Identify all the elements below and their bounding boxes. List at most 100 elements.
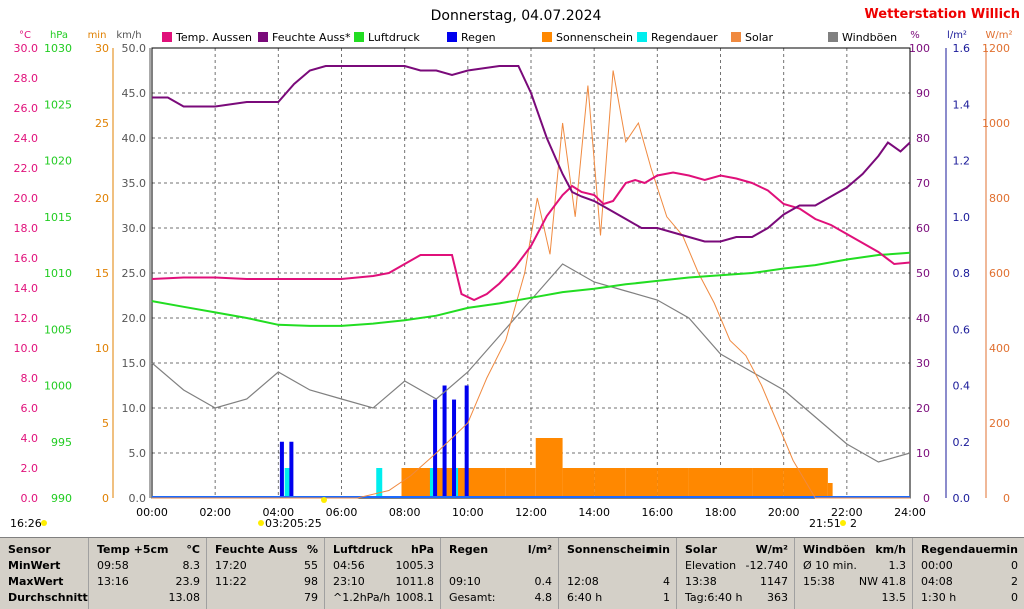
min-tick-label: 30 bbox=[95, 42, 109, 55]
stats-label-column: Sensor MinWert MaxWert Durchschnitt bbox=[0, 538, 88, 609]
stats-section: Windböen km/h Ø 10 min. 1.3 15:38 NW 41.8 13.5 bbox=[794, 538, 912, 609]
stats-row: Ø 10 min. 1.3 bbox=[795, 559, 912, 575]
regendauer-bar bbox=[284, 468, 291, 498]
stats-value: 1.3 bbox=[888, 559, 907, 572]
x-tick-label: 00:00 bbox=[136, 506, 168, 519]
unit-temp: °C bbox=[19, 30, 31, 41]
stats-time: 13:38 bbox=[685, 575, 717, 588]
sunset-time: 21:51 bbox=[809, 517, 841, 530]
regen-bar bbox=[464, 385, 469, 498]
min-tick-label: 15 bbox=[95, 267, 109, 280]
lm2-tick-label: 0.2 bbox=[953, 436, 971, 449]
stats-time: Gesamt: bbox=[449, 591, 496, 604]
pct-tick-label: 10 bbox=[916, 447, 930, 460]
pct-tick-label: 50 bbox=[916, 267, 930, 280]
legend-entry: Feuchte Auss* bbox=[272, 31, 351, 44]
stats-time: 23:10 bbox=[333, 575, 365, 588]
stats-row: 6:40 h 1 bbox=[559, 591, 676, 607]
hpa-tick-label: 1000 bbox=[44, 380, 72, 393]
lm2-tick-label: 1.6 bbox=[953, 42, 971, 55]
stats-section-title: Regen bbox=[449, 543, 489, 556]
x-tick-label: 12:00 bbox=[515, 506, 547, 519]
stats-time: 12:08 bbox=[567, 575, 599, 588]
stats-time: Ø 10 min. bbox=[803, 559, 857, 572]
moon-icon bbox=[840, 520, 846, 526]
x-tick-label: 10:00 bbox=[452, 506, 484, 519]
lm2-tick-label: 1.0 bbox=[953, 211, 971, 224]
wm2-tick-label: 600 bbox=[989, 267, 1010, 280]
lm2-tick-label: 0.8 bbox=[953, 267, 971, 280]
pct-tick-label: 90 bbox=[916, 87, 930, 100]
station-name: Wetterstation Willich bbox=[864, 7, 1020, 22]
kmh-tick-label: 15.0 bbox=[122, 357, 147, 370]
bar-layer bbox=[152, 385, 910, 498]
stats-value: 4 bbox=[663, 575, 670, 588]
wm2-tick-label: 800 bbox=[989, 192, 1010, 205]
stats-value: 1008.1 bbox=[395, 591, 435, 604]
wm2-tick-label: 1200 bbox=[982, 42, 1010, 55]
legend-entry: Temp. Aussen bbox=[175, 31, 252, 44]
min-tick-label: 5 bbox=[102, 417, 109, 430]
hpa-tick-label: 995 bbox=[51, 436, 72, 449]
sonnenschein-bar bbox=[625, 468, 658, 498]
sun-icon bbox=[321, 497, 327, 503]
temp-tick-label: 16.0 bbox=[14, 252, 39, 265]
stats-avg-label: Durchschnitt bbox=[8, 591, 88, 604]
sun-icon bbox=[41, 520, 47, 526]
x-tick-label: 14:00 bbox=[578, 506, 610, 519]
sonnenschein-bar bbox=[562, 468, 595, 498]
stats-row: 1:30 h 0 bbox=[913, 591, 1024, 607]
lm2-tick-label: 1.2 bbox=[953, 155, 971, 168]
stats-time: Tag:6:40 h bbox=[685, 591, 743, 604]
min-tick-label: 25 bbox=[95, 117, 109, 130]
stats-section-unit: W/m² bbox=[755, 543, 788, 556]
temp-tick-label: 24.0 bbox=[14, 132, 39, 145]
temp-tick-label: 18.0 bbox=[14, 222, 39, 235]
stats-section-title: Windböen bbox=[803, 543, 866, 556]
solar-line bbox=[152, 70, 910, 499]
stats-time: 04:56 bbox=[333, 559, 365, 572]
legend-swatch bbox=[542, 32, 552, 42]
stats-value: 1011.8 bbox=[395, 575, 435, 588]
stats-row: Luftdruck hPa bbox=[325, 543, 440, 559]
windboeen-line bbox=[151, 263, 911, 463]
sonnenschein-bar bbox=[752, 468, 784, 498]
stats-section: Feuchte Auss% 17:20 55 11:22 98 79 bbox=[206, 538, 324, 609]
temp-tick-label: 28.0 bbox=[14, 72, 39, 85]
hpa-tick-label: 990 bbox=[51, 492, 72, 505]
legend-entry: Luftdruck bbox=[368, 31, 420, 44]
temp-tick-label: 0.0 bbox=[21, 492, 39, 505]
legend-swatch bbox=[162, 32, 172, 42]
kmh-tick-label: 50.0 bbox=[122, 42, 147, 55]
temp-line bbox=[151, 171, 911, 302]
stats-section-title: Sonnenschein bbox=[567, 543, 654, 556]
sun-icon bbox=[258, 520, 264, 526]
stats-row: 13:38 1147 bbox=[677, 575, 794, 591]
marker-c: 2 bbox=[850, 517, 857, 530]
stats-row: 13.5 bbox=[795, 591, 912, 607]
stats-time: 09:58 bbox=[97, 559, 129, 572]
kmh-tick-label: 0.0 bbox=[129, 492, 147, 505]
legend-swatch bbox=[258, 32, 268, 42]
stats-section-title: Solar bbox=[685, 543, 718, 556]
temp-tick-label: 22.0 bbox=[14, 162, 39, 175]
stats-time: 15:38 bbox=[803, 575, 835, 588]
x-tick-label: 24:00 bbox=[894, 506, 926, 519]
stats-time: ^1.2hPa/h bbox=[333, 591, 391, 604]
x-tick-label: 04:00 bbox=[262, 506, 294, 519]
sonnenschein-bar bbox=[657, 468, 689, 498]
wm2-tick-label: 0 bbox=[1003, 492, 1010, 505]
stats-value: 55 bbox=[304, 559, 318, 572]
unit-kmh: km/h bbox=[116, 30, 141, 41]
stats-section-unit: min bbox=[994, 543, 1018, 556]
stats-row: Feuchte Auss% bbox=[207, 543, 324, 559]
temp-tick-label: 8.0 bbox=[21, 372, 39, 385]
tick-layer: 30.0 28.0 26.0 24.0 22.0 20.0 18.0 16.0 14.0 12.0… bbox=[14, 42, 1011, 519]
lm2-tick-label: 0.4 bbox=[953, 380, 971, 393]
sonnenschein-bar bbox=[688, 468, 721, 498]
stats-row: Gesamt: 4.8 bbox=[441, 591, 558, 607]
stats-row: Solar W/m² bbox=[677, 543, 794, 559]
stats-time: 13:16 bbox=[97, 575, 129, 588]
stats-value: 0 bbox=[1011, 559, 1018, 572]
temp-tick-label: 20.0 bbox=[14, 192, 39, 205]
